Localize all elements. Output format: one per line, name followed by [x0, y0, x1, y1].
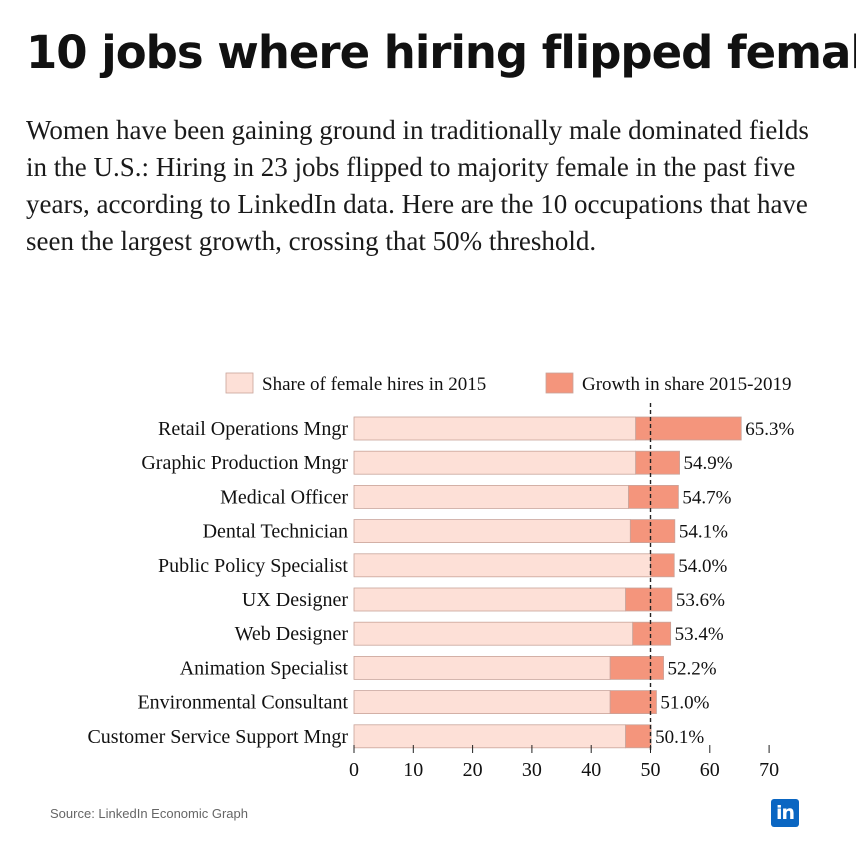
- category-label: Graphic Production Mngr: [141, 452, 348, 474]
- bar-growth-2015-2019: [635, 416, 742, 441]
- x-tick-label: 20: [463, 759, 483, 781]
- bar-growth-2015-2019: [650, 553, 675, 578]
- bar-total-label: 54.0%: [678, 556, 727, 577]
- x-axis: 0 10 20 30 40 50 60 70: [349, 745, 779, 781]
- category-label: Web Designer: [235, 623, 349, 645]
- x-tick-label: 60: [700, 759, 720, 781]
- x-tick-label: 40: [581, 759, 601, 781]
- bar-growth-2015-2019: [625, 587, 673, 612]
- bar-base-2015: [353, 519, 631, 544]
- bar-growth-2015-2019: [635, 450, 680, 475]
- x-tick-label: 0: [349, 759, 359, 781]
- linkedin-logo-icon: in: [771, 799, 799, 827]
- category-label: Retail Operations Mngr: [158, 418, 348, 440]
- bar-total-label: 52.2%: [668, 658, 717, 679]
- x-tick-label: 30: [522, 759, 542, 781]
- legend-swatch-2: [545, 372, 574, 394]
- category-label: Customer Service Support Mngr: [87, 726, 348, 748]
- bar-base-2015: [353, 655, 611, 680]
- chart-legend: Share of female hires in 2015 Growth in s…: [225, 372, 792, 395]
- bar-growth-2015-2019: [628, 485, 679, 509]
- bar-growth-2015-2019: [625, 724, 652, 749]
- bar-total-label: 54.1%: [679, 522, 728, 543]
- stacked-bar-chart: Share of female hires in 2015 Growth in s…: [87, 372, 794, 781]
- bar-base-2015: [353, 450, 637, 475]
- category-label: UX Designer: [242, 589, 348, 611]
- bar-base-2015: [353, 621, 634, 646]
- legend-swatch-1: [225, 372, 254, 394]
- bar-base-2015: [353, 485, 629, 509]
- category-label: Environmental Consultant: [137, 692, 348, 714]
- bar-total-label: 65.3%: [745, 419, 794, 440]
- category-label: Medical Officer: [220, 486, 348, 508]
- bar-growth-2015-2019: [632, 621, 672, 646]
- bar-total-label: 54.7%: [682, 487, 731, 508]
- page-subtitle: Women have been gaining ground in tradit…: [26, 115, 809, 256]
- bar-growth-2015-2019: [629, 519, 676, 544]
- bar-growth-2015-2019: [609, 690, 657, 715]
- page-title: 10 jobs where hiring flipped female: [26, 26, 856, 79]
- legend-label-1: Share of female hires in 2015: [262, 374, 486, 395]
- bar-base-2015: [353, 587, 626, 612]
- bar-base-2015: [353, 553, 651, 578]
- bar-base-2015: [353, 724, 626, 749]
- bar-total-label: 53.4%: [675, 624, 724, 645]
- bar-total-label: 51.0%: [660, 693, 709, 714]
- bar-base-2015: [353, 690, 611, 715]
- x-tick-label: 10: [403, 759, 423, 781]
- bar-growth-2015-2019: [609, 655, 664, 680]
- bar-base-2015: [353, 416, 637, 441]
- x-tick-label: 50: [641, 759, 661, 781]
- category-label: Animation Specialist: [180, 657, 349, 679]
- source-note: Source: LinkedIn Economic Graph: [50, 806, 248, 821]
- bar-total-label: 54.9%: [684, 453, 733, 474]
- category-label: Dental Technician: [203, 521, 348, 543]
- x-tick-label: 70: [759, 759, 779, 781]
- bar-total-label: 50.1%: [655, 727, 704, 748]
- category-label: Public Policy Specialist: [158, 555, 348, 577]
- legend-label-2: Growth in share 2015-2019: [582, 374, 792, 395]
- chart-bars: Retail Operations Mngr 65.3% Graphic Produ…: [87, 403, 794, 753]
- bar-total-label: 53.6%: [676, 590, 725, 611]
